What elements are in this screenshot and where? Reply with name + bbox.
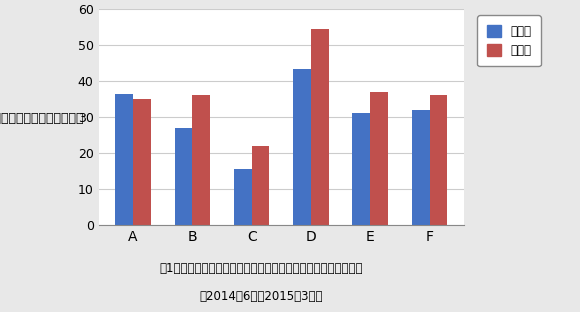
Bar: [252, 146, 270, 225]
Bar: [311, 29, 329, 225]
Bar: [115, 94, 133, 225]
Bar: [193, 95, 210, 225]
Bar: [234, 169, 252, 225]
Bar: [175, 128, 193, 225]
Text: 図1　グループ参加前後におけるコミュニケーション尺度の比較: 図1 グループ参加前後におけるコミュニケーション尺度の比較: [160, 262, 362, 275]
Bar: [133, 99, 151, 225]
Bar: [293, 69, 311, 225]
Legend: 参加前, 参加後: 参加前, 参加後: [477, 15, 541, 66]
Text: コミュニケーション尺度得点: コミュニケーション尺度得点: [0, 112, 84, 125]
Bar: [353, 113, 370, 225]
Bar: [430, 95, 447, 225]
Bar: [412, 110, 430, 225]
Text: （2014年6月～2015年3月）: （2014年6月～2015年3月）: [200, 290, 322, 303]
Bar: [370, 92, 388, 225]
